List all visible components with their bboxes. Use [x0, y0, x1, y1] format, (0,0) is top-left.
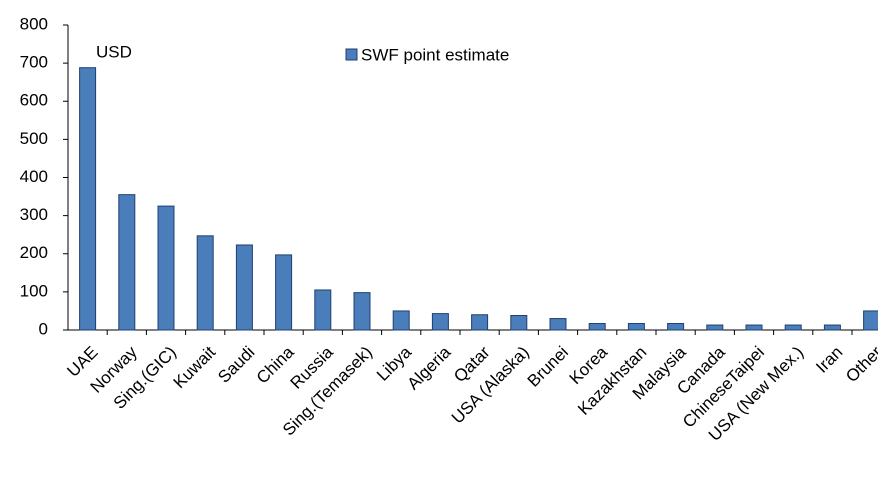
x-tick-label: Saudi: [214, 343, 258, 387]
bar: [118, 194, 136, 331]
bar: [353, 292, 371, 331]
y-tick-label: 800: [20, 14, 48, 33]
bar: [745, 324, 763, 331]
legend-swatch: [345, 48, 358, 61]
x-tick-label: Iran: [812, 343, 846, 377]
bar: [510, 315, 528, 331]
y-tick-label: 700: [20, 53, 48, 72]
bar: [392, 310, 410, 331]
bar: [627, 323, 645, 331]
y-tick-label: 0: [39, 319, 48, 338]
x-tick-label: Brunei: [524, 343, 572, 391]
legend-label: SWF point estimate: [361, 45, 509, 64]
bar: [471, 314, 489, 331]
bar: [549, 318, 567, 331]
y-tick-label: 400: [20, 167, 48, 186]
bar: [863, 310, 878, 331]
y-tick-label: 100: [20, 281, 48, 300]
bar: [588, 323, 606, 331]
x-tick-label: Other: [842, 342, 878, 386]
x-tick-label: Kuwait: [170, 342, 220, 392]
bar: [823, 324, 841, 331]
bar: [79, 67, 97, 331]
bar: [706, 324, 724, 331]
y-tick-label: 200: [20, 243, 48, 262]
annotation: USD: [96, 42, 132, 61]
bar: [431, 313, 449, 331]
x-tick-label: Algeria: [404, 342, 455, 393]
bar: [157, 205, 175, 331]
bar: [235, 244, 253, 331]
y-tick-label: 300: [20, 205, 48, 224]
bar: [275, 254, 293, 331]
bar: [196, 235, 214, 331]
bar: [314, 289, 332, 331]
bar: [667, 323, 685, 331]
bar: [784, 324, 802, 331]
y-tick-label: 600: [20, 91, 48, 110]
y-tick-label: 500: [20, 129, 48, 148]
